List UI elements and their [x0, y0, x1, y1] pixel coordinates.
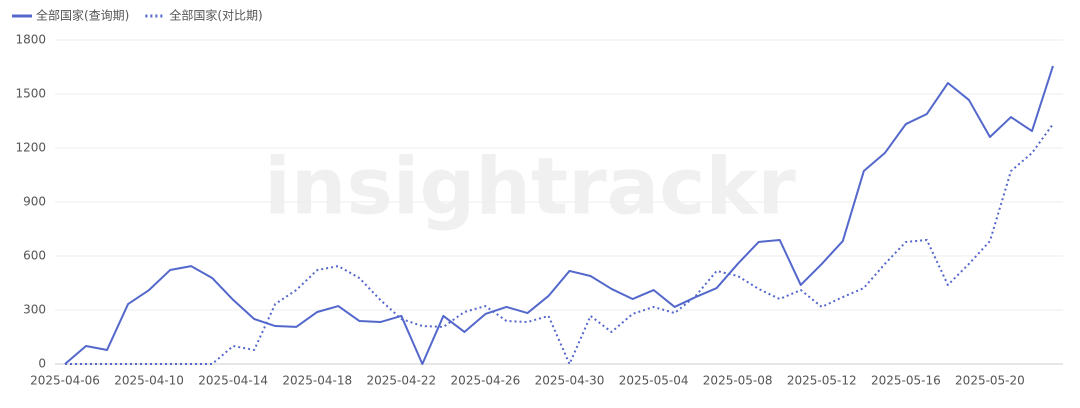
y-tick-label: 1200 [15, 141, 46, 155]
y-tick-label: 0 [38, 357, 46, 371]
x-tick-label: 2025-04-10 [114, 374, 184, 388]
x-tick-label: 2025-04-14 [198, 374, 268, 388]
y-tick-label: 1800 [15, 33, 46, 47]
y-tick-label: 1500 [15, 87, 46, 101]
x-tick-label: 2025-04-30 [535, 374, 605, 388]
y-tick-label: 900 [23, 195, 46, 209]
x-tick-label: 2025-05-04 [619, 374, 689, 388]
legend-label: 全部国家(对比期) [169, 8, 262, 23]
x-tick-label: 2025-05-12 [787, 374, 857, 388]
x-tick-label: 2025-04-26 [451, 374, 521, 388]
watermark: insightrackr [264, 142, 796, 232]
x-tick-label: 2025-04-22 [366, 374, 436, 388]
series-line [65, 123, 1054, 365]
y-tick-label: 300 [23, 303, 46, 317]
x-tick-label: 2025-04-06 [30, 374, 100, 388]
series-line [64, 65, 1054, 365]
x-tick-label: 2025-04-18 [282, 374, 352, 388]
x-tick-label: 2025-05-16 [871, 374, 941, 388]
x-tick-label: 2025-05-08 [703, 374, 773, 388]
x-tick-label: 2025-05-20 [955, 374, 1025, 388]
y-tick-label: 600 [23, 249, 46, 263]
legend-label: 全部国家(查询期) [36, 8, 129, 23]
